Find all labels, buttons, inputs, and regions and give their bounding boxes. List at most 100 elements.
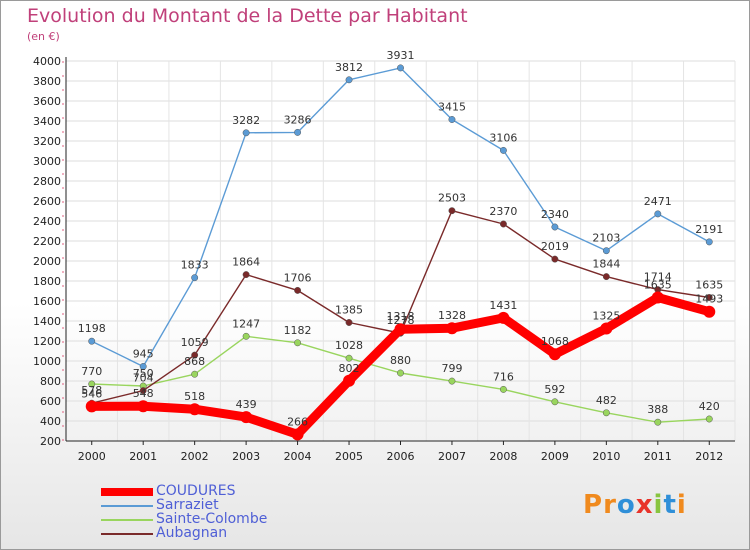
y-tick-label: 800: [40, 375, 61, 388]
y-tick-label: 2600: [33, 195, 61, 208]
data-label: 2019: [541, 240, 569, 253]
data-label: 578: [81, 384, 102, 397]
y-tick-label: 1400: [33, 315, 61, 328]
data-label: 1328: [438, 309, 466, 322]
legend-label: Aubagnan: [156, 525, 228, 541]
data-point: [705, 294, 713, 301]
data-labels: 546 548 518 439 266 802 1318 1328 1431 1068 1325 16…: [78, 49, 724, 428]
x-tick-label: 2004: [284, 450, 312, 463]
data-label: 1059: [181, 336, 209, 349]
data-label: 1431: [489, 299, 517, 312]
data-point: [600, 322, 613, 335]
grid: [65, 60, 736, 442]
logo-letter: i: [653, 490, 664, 520]
x-tick-label: 2006: [387, 450, 415, 463]
legend-swatch: [101, 519, 153, 521]
x-tick-label: 2011: [644, 450, 672, 463]
data-label: 3106: [489, 131, 517, 144]
data-label: 1385: [335, 304, 363, 317]
data-label: 388: [647, 403, 668, 416]
data-point: [705, 415, 713, 423]
data-label: 1714: [644, 271, 672, 284]
chart-title: Evolution du Montant de la Dette par Hab…: [27, 5, 468, 27]
data-label: 1247: [232, 317, 260, 330]
data-point: [191, 274, 199, 282]
data-point: [188, 403, 201, 416]
data-point: [397, 64, 404, 72]
data-point: [345, 354, 353, 362]
data-label: 802: [339, 362, 360, 375]
data-label: 1182: [284, 324, 312, 337]
data-label: 1635: [695, 279, 723, 292]
proxiti-logo: Proxiti: [583, 490, 687, 520]
data-label: 482: [596, 394, 617, 407]
data-point: [88, 380, 96, 388]
y-tick-label: 3400: [33, 115, 61, 128]
data-point: [499, 385, 507, 393]
chart-subtitle: (en €): [27, 30, 60, 43]
x-tick-label: 2008: [489, 450, 517, 463]
data-point: [294, 339, 302, 347]
y-tick-label: 1600: [33, 295, 61, 308]
legend-swatch: [101, 533, 153, 535]
data-point: [139, 363, 147, 370]
data-label: 1706: [284, 271, 312, 284]
data-label: 1325: [592, 310, 620, 323]
data-point: [654, 418, 662, 426]
logo-letter: t: [663, 490, 677, 520]
data-point: [397, 369, 404, 377]
y-tick-label: 3800: [33, 75, 61, 88]
data-label: 945: [133, 348, 154, 361]
legend-label: Sarraziet: [156, 497, 219, 513]
y-tick-label: 400: [40, 415, 61, 428]
data-label: 3812: [335, 61, 363, 74]
data-label: 868: [184, 355, 205, 368]
y-tick-label: 2000: [33, 255, 61, 268]
data-point: [551, 398, 559, 406]
data-point: [242, 332, 250, 340]
data-point: [242, 129, 250, 137]
data-point: [88, 337, 96, 345]
x-tick-label: 2000: [78, 450, 106, 463]
data-label: 2471: [644, 195, 672, 208]
y-tick-label: 3000: [33, 155, 61, 168]
legend-label: COUDURES: [156, 483, 236, 499]
x-tick-label: 2009: [541, 450, 569, 463]
logo-letter: i: [676, 490, 687, 520]
legend-label: Sainte-Colombe: [156, 511, 268, 527]
data-point: [448, 377, 456, 385]
x-tick-label: 2003: [232, 450, 260, 463]
data-point: [602, 273, 610, 281]
data-label: 1278: [387, 314, 415, 327]
data-label: 548: [133, 387, 154, 400]
data-point: [291, 428, 304, 441]
data-point: [448, 207, 456, 215]
data-label: 1635: [644, 279, 672, 292]
data-point: [294, 128, 302, 136]
data-label: 1493: [695, 293, 723, 306]
data-label: 2503: [438, 192, 466, 205]
data-label: 2370: [489, 205, 517, 218]
data-point: [551, 255, 559, 263]
data-point: [548, 348, 561, 361]
data-label: 546: [81, 387, 102, 400]
data-label: 750: [133, 367, 154, 380]
data-label: 1833: [181, 259, 209, 272]
x-tick-label: 2001: [129, 450, 157, 463]
data-point: [394, 323, 407, 336]
data-label: 2340: [541, 208, 569, 221]
data-label: 1068: [541, 335, 569, 348]
y-tick-label: 1200: [33, 335, 61, 348]
data-point: [551, 223, 559, 231]
x-tick-label: 2007: [438, 450, 466, 463]
data-point: [343, 374, 356, 387]
data-label: 880: [390, 354, 411, 367]
data-point: [240, 411, 253, 424]
data-point: [651, 291, 664, 304]
data-label: 1864: [232, 256, 260, 269]
y-tick-label: 2800: [33, 175, 61, 188]
x-tick-label: 2002: [181, 450, 209, 463]
data-label: 420: [699, 400, 720, 413]
data-point: [139, 387, 147, 395]
